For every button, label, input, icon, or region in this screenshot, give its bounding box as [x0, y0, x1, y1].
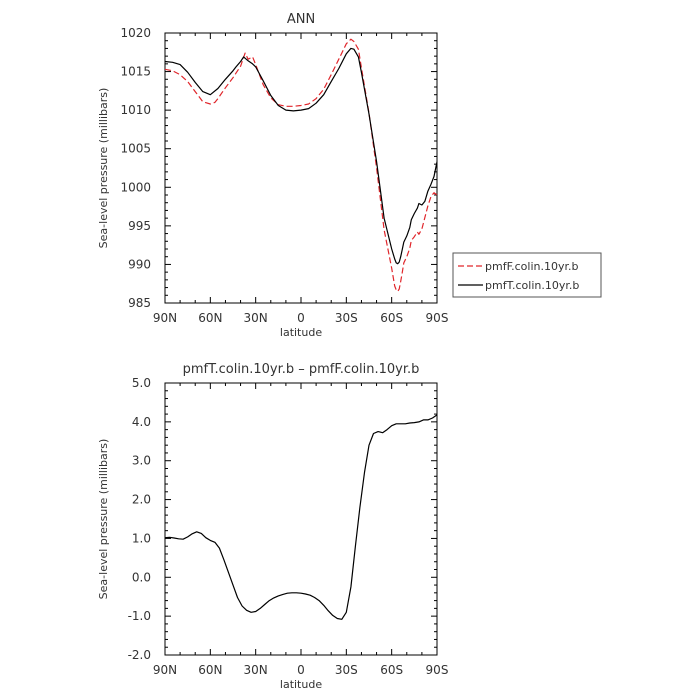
- y-tick-label-1: 2.0: [132, 493, 151, 507]
- y-tick-label-1: 3.0: [132, 454, 151, 468]
- x-tick-label-0: 90S: [426, 311, 449, 325]
- y-tick-label-1: 0.0: [132, 570, 151, 584]
- x-tick-label-0: 60S: [380, 311, 403, 325]
- series-line-0-0: [164, 38, 438, 292]
- chart-title-0: ANN: [287, 12, 315, 27]
- chart-title-1: pmfT.colin.10yr.b – pmfF.colin.10yr.b: [183, 362, 420, 377]
- y-tick-label-1: 1.0: [132, 531, 151, 545]
- y-tick-label-1: 4.0: [132, 415, 151, 429]
- y-tick-label-0: 1010: [120, 103, 151, 117]
- x-tick-label-1: 0: [297, 663, 305, 677]
- legend-label-1: pmfT.colin.10yr.b: [485, 279, 579, 292]
- y-tick-label-1: 5.0: [132, 376, 151, 390]
- x-tick-label-0: 30N: [244, 311, 268, 325]
- y-tick-label-1: -2.0: [128, 648, 151, 662]
- y-tick-label-0: 990: [128, 257, 151, 271]
- legend-box: [452, 252, 602, 298]
- x-tick-label-1: 30S: [335, 663, 358, 677]
- y-tick-label-0: 995: [128, 219, 151, 233]
- series-line-1-0: [164, 414, 438, 620]
- x-tick-label-1: 30N: [244, 663, 268, 677]
- x-tick-label-0: 90N: [153, 311, 177, 325]
- y-axis-label-0: Sea-level pressure (millibars): [97, 88, 110, 249]
- series-line-0-1: [164, 47, 438, 265]
- y-tick-label-0: 1000: [120, 180, 151, 194]
- x-tick-label-0: 60N: [198, 311, 222, 325]
- x-tick-label-1: 60S: [380, 663, 403, 677]
- legend-label-0: pmfF.colin.10yr.b: [485, 260, 579, 273]
- y-axis-label-1: Sea-level pressure (millibars): [97, 439, 110, 600]
- x-axis-label-0: latitude: [280, 326, 322, 339]
- y-tick-label-1: -1.0: [128, 609, 151, 623]
- y-tick-label-0: 985: [128, 296, 151, 310]
- x-tick-label-1: 90S: [426, 663, 449, 677]
- x-axis-label-1: latitude: [280, 678, 322, 691]
- x-tick-label-0: 0: [297, 311, 305, 325]
- y-tick-label-0: 1015: [120, 65, 151, 79]
- x-tick-label-1: 60N: [198, 663, 222, 677]
- x-tick-label-0: 30S: [335, 311, 358, 325]
- y-tick-label-0: 1020: [120, 26, 151, 40]
- y-tick-label-0: 1005: [120, 142, 151, 156]
- x-tick-label-1: 90N: [153, 663, 177, 677]
